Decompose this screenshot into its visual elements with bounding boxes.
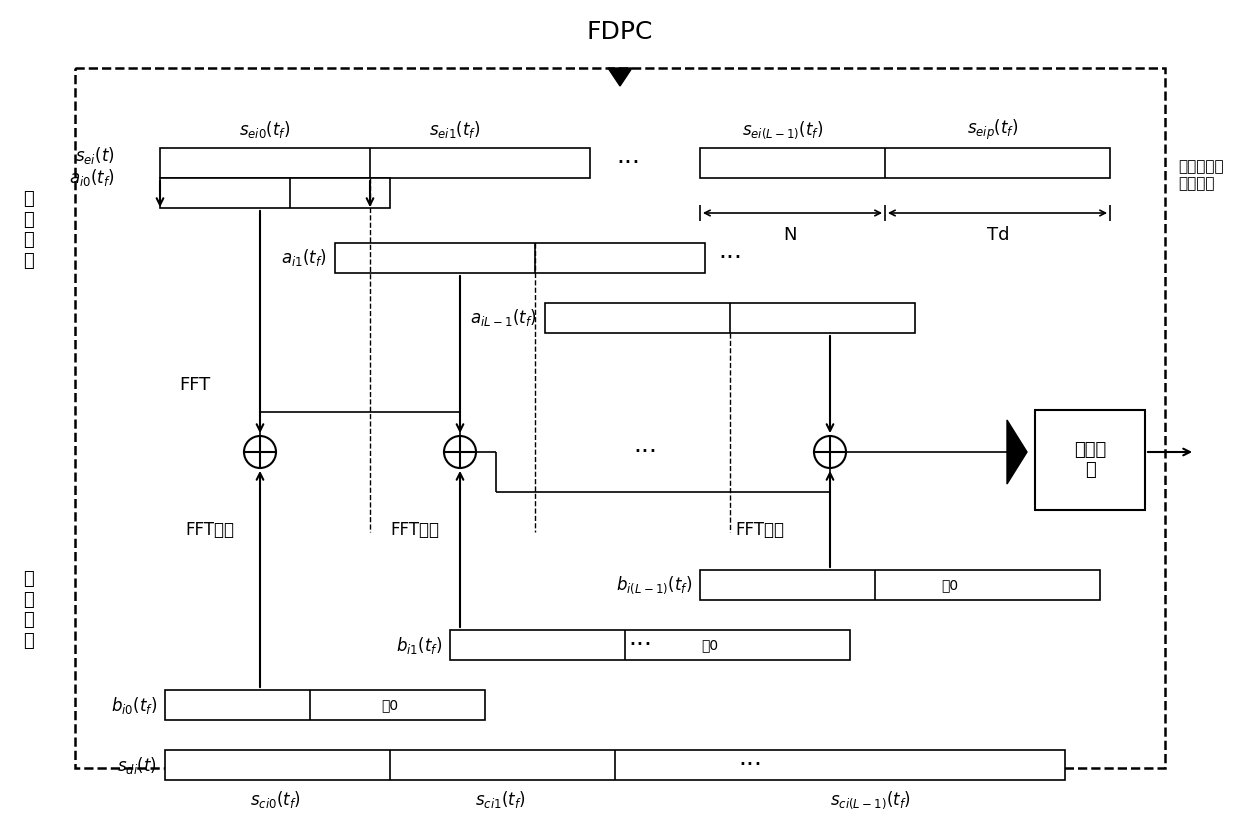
Text: $a_{iL-1}(t_f)$: $a_{iL-1}(t_f)$ [470,308,537,329]
Text: N: N [784,226,797,244]
Text: ···: ··· [738,753,763,777]
Text: FFT共轭: FFT共轭 [735,521,785,539]
Bar [160,178,391,208]
Bar [701,148,1110,178]
Text: $b_{i1}(t_f)$: $b_{i1}(t_f)$ [396,635,441,655]
Text: 衰0: 衰0 [382,698,398,712]
Text: $s_{ci(L-1)}(t_f)$: $s_{ci(L-1)}(t_f)$ [830,789,910,811]
Text: FFT: FFT [180,376,211,394]
Text: FFT共轭: FFT共轭 [186,521,234,539]
Bar [74,68,1166,768]
Text: 衰0: 衰0 [941,578,959,592]
Text: ···: ··· [632,440,657,464]
Bar [165,690,485,720]
Text: 衰0: 衰0 [702,638,718,652]
Text: $s_{ei0}(t_f)$: $s_{ei0}(t_f)$ [239,119,291,141]
Text: 额外采集的
回波信号: 额外采集的 回波信号 [1178,159,1224,191]
Text: $s_{di}(t)$: $s_{di}(t)$ [117,754,157,775]
Text: FFT共轭: FFT共轭 [391,521,439,539]
Bar [160,148,590,178]
Text: 回
波
信
号: 回 波 信 号 [22,190,33,270]
Text: $s_{ci0}(t_f)$: $s_{ci0}(t_f)$ [249,789,300,811]
Bar [165,750,1065,780]
Text: $a_{i1}(t_f)$: $a_{i1}(t_f)$ [281,248,327,268]
Text: $a_{i0}(t_f)$: $a_{i0}(t_f)$ [69,167,115,187]
Polygon shape [608,68,632,86]
Text: $s_{eip}(t_f)$: $s_{eip}(t_f)$ [967,118,1019,142]
Bar [701,570,1100,600]
Text: $s_{ei(L-1)}(t_f)$: $s_{ei(L-1)}(t_f)$ [743,119,823,141]
Text: 参
考
信
号: 参 考 信 号 [22,570,33,650]
Text: ···: ··· [627,633,652,657]
Bar [335,243,706,273]
Text: $b_{i(L-1)}(t_f)$: $b_{i(L-1)}(t_f)$ [616,574,692,596]
Text: $b_{i0}(t_f)$: $b_{i0}(t_f)$ [110,694,157,716]
Text: 数据矩
阵: 数据矩 阵 [1074,441,1106,479]
Text: ···: ··· [616,151,640,175]
Text: FDPC: FDPC [587,20,653,44]
Polygon shape [1007,420,1027,484]
Text: $s_{ei1}(t_f)$: $s_{ei1}(t_f)$ [429,119,481,141]
Bar [450,630,849,660]
Text: $s_{ei}(t)$: $s_{ei}(t)$ [76,145,115,165]
Bar [546,303,915,333]
Bar [1035,410,1145,510]
Text: Td: Td [987,226,1009,244]
Text: $s_{ci1}(t_f)$: $s_{ci1}(t_f)$ [475,789,526,811]
Text: ···: ··· [718,246,742,270]
